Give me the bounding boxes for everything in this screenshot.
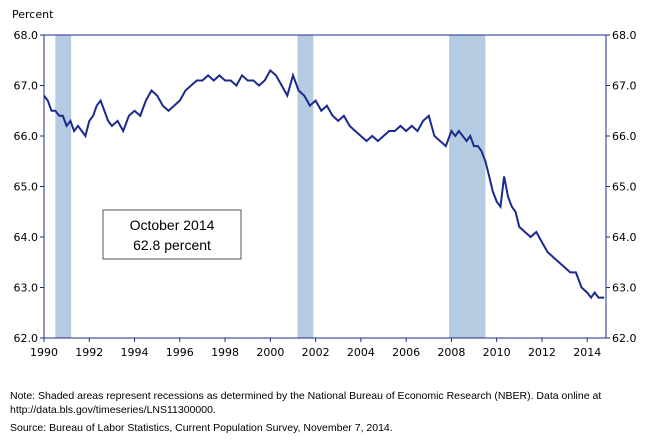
y-tick-label-left: 66.0 [14, 130, 39, 143]
y-tick-label-left: 62.0 [14, 332, 39, 345]
labor-force-participation-chart: 68.0 68.0 67.0 67.0 66.0 66.0 65.0 65.0 64.0 64.0… [12, 8, 637, 359]
y-tick-label-left: 68.0 [14, 29, 39, 42]
recession-band-1 [55, 35, 72, 338]
x-tick-label: 2006 [392, 346, 420, 359]
y-tick-label-left: 65.0 [14, 181, 39, 194]
x-tick-label: 2000 [256, 346, 284, 359]
callout-value: 62.8 percent [133, 237, 211, 253]
x-tick-label: 1990 [30, 346, 58, 359]
footnote-note: Note: Shaded areas represent recessions … [10, 390, 602, 416]
x-tick-label: 1994 [121, 346, 149, 359]
y-tick-label-right: 65.0 [612, 181, 637, 194]
x-tick-label: 2008 [437, 346, 465, 359]
x-tick-label: 1998 [211, 346, 239, 359]
y-tick-label-left: 64.0 [14, 231, 39, 244]
recession-shading [55, 35, 486, 338]
recession-band-3 [449, 35, 486, 338]
y-tick-label-right: 64.0 [612, 231, 637, 244]
y-tick-label-right: 68.0 [612, 29, 637, 42]
callout-frame [102, 209, 242, 260]
participation-rate-line [43, 68, 605, 300]
x-tick-label: 2002 [302, 346, 330, 359]
y-axis-unit-label: Percent [12, 8, 54, 21]
footnote-source: Source: Bureau of Labor Statistics, Curr… [10, 422, 393, 434]
x-axis-ticks: 1990 1992 1994 1996 1998 2000 2002 2004 2006 2008… [30, 338, 601, 359]
y-tick-label-right: 67.0 [612, 80, 637, 93]
callout-box: October 2014 62.8 percent [102, 209, 242, 260]
callout-date: October 2014 [130, 217, 215, 233]
x-tick-label: 1996 [166, 346, 194, 359]
x-tick-label: 2004 [347, 346, 375, 359]
y-tick-label-right: 66.0 [612, 130, 637, 143]
x-tick-label: 2012 [528, 346, 556, 359]
plot-area-frame [43, 34, 607, 339]
y-tick-label-right: 63.0 [612, 282, 637, 295]
y-tick-label-left: 63.0 [14, 282, 39, 295]
x-tick-label: 1992 [75, 346, 103, 359]
x-tick-label: 2014 [573, 346, 601, 359]
recession-band-2 [297, 35, 314, 338]
y-tick-label-left: 67.0 [14, 80, 39, 93]
y-tick-label-right: 62.0 [612, 332, 637, 345]
y-axis-ticks: 68.0 68.0 67.0 67.0 66.0 66.0 65.0 65.0 64.0 64.0… [14, 29, 637, 345]
x-tick-label: 2010 [483, 346, 511, 359]
